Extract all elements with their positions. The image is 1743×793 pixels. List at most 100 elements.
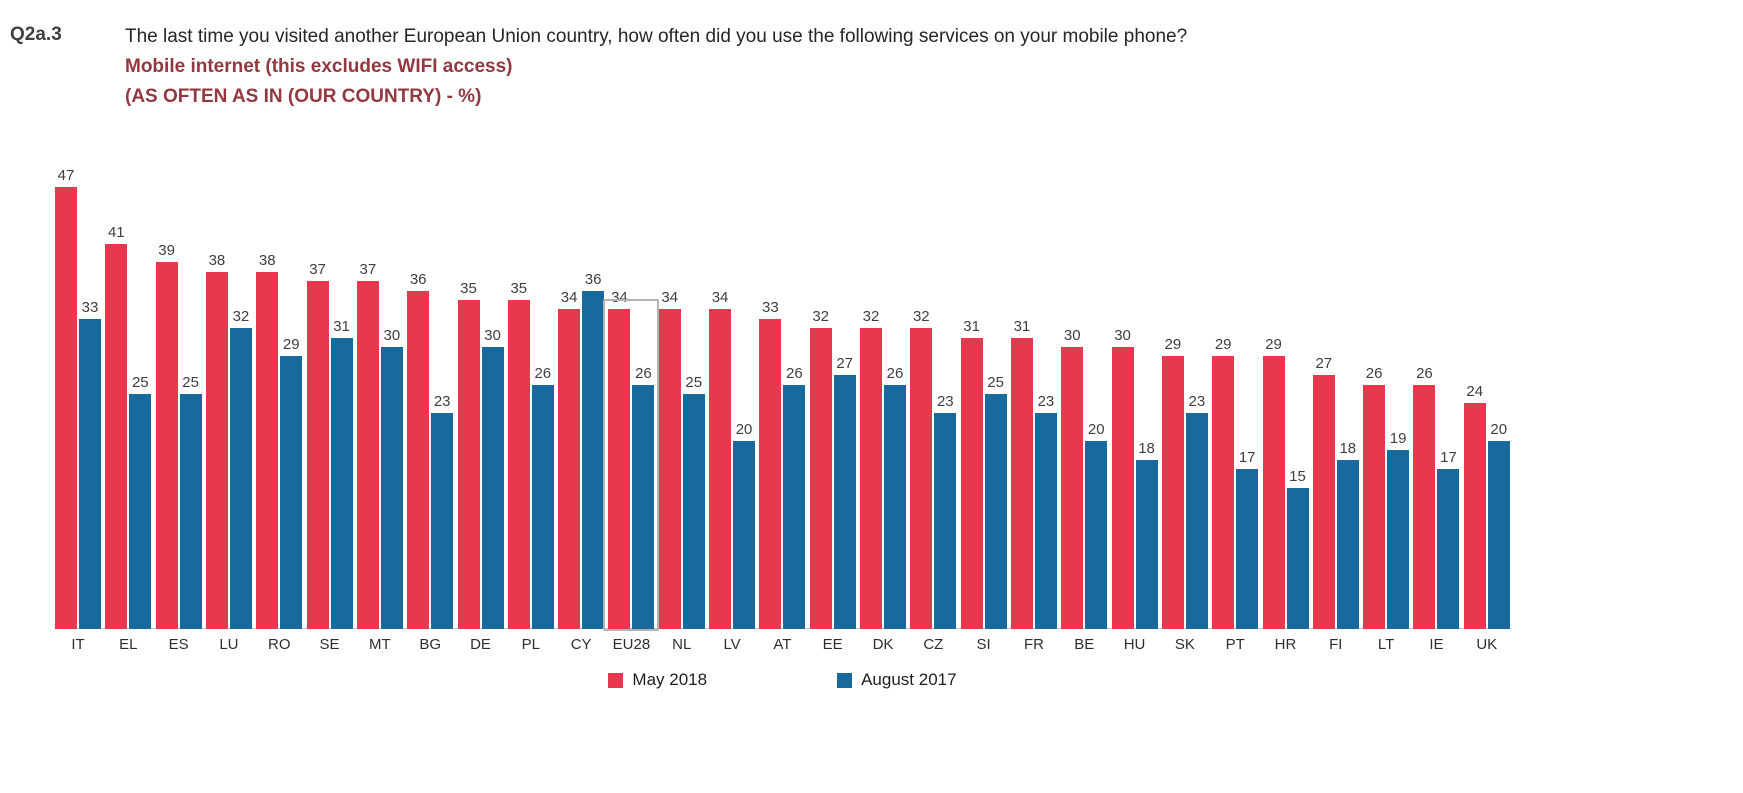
bar-lt-may-2018 bbox=[1363, 385, 1386, 629]
value-label-es-august-2017: 25 bbox=[182, 374, 199, 391]
bar-group-se: 37 31 SE bbox=[306, 261, 353, 654]
bar-group-ee: 32 27 EE bbox=[809, 308, 856, 654]
bar-eu28-may-2018 bbox=[608, 309, 631, 629]
bar-eu28-august-2017 bbox=[632, 385, 655, 629]
category-label-cz: CZ bbox=[923, 636, 944, 653]
value-label-be-august-2017: 20 bbox=[1087, 421, 1105, 438]
bar-sk-august-2017 bbox=[1185, 413, 1208, 629]
bar-group-si: 31 25 SI bbox=[960, 318, 1007, 654]
bar-pair-be: 30 20 bbox=[1061, 327, 1108, 629]
bar-pair-de: 35 30 bbox=[457, 280, 504, 629]
bar-group-sk: 29 23 SK bbox=[1161, 336, 1208, 654]
bar-group-ro: 38 29 RO bbox=[256, 252, 303, 654]
bar-ro-august-2017 bbox=[280, 356, 303, 629]
category-label-de: DE bbox=[470, 636, 491, 653]
legend-label-may-2018: May 2018 bbox=[632, 670, 708, 689]
bar-column: 33 bbox=[79, 299, 101, 629]
bar-group-ie: 26 17 IE bbox=[1413, 365, 1460, 654]
bar-column: 25 bbox=[179, 374, 202, 629]
bar-column: 30 bbox=[380, 327, 403, 629]
value-label-be-may-2018: 30 bbox=[1063, 327, 1081, 344]
value-label-lu-august-2017: 32 bbox=[232, 308, 250, 325]
bar-pair-si: 31 25 bbox=[960, 318, 1007, 629]
value-label-pl-august-2017: 26 bbox=[534, 365, 552, 382]
value-label-si-may-2018: 31 bbox=[963, 318, 980, 335]
bar-column: 23 bbox=[1034, 393, 1057, 629]
bar-pair-pt: 29 17 bbox=[1212, 336, 1259, 629]
bar-pt-august-2017 bbox=[1236, 469, 1259, 629]
bar-ie-may-2018 bbox=[1413, 385, 1436, 629]
category-label-pt: PT bbox=[1225, 636, 1245, 653]
bar-group-fi: 27 18 FI bbox=[1312, 355, 1359, 654]
bar-pair-mt: 37 30 bbox=[356, 261, 403, 629]
bar-si-august-2017 bbox=[984, 394, 1007, 629]
chart-legend: May 2018 August 2017 bbox=[55, 670, 1510, 690]
bar-pair-cy: 34 36 bbox=[558, 271, 605, 629]
bar-group-cy: 34 36 CY bbox=[558, 271, 605, 654]
bar-se-may-2018 bbox=[306, 281, 329, 629]
bar-be-august-2017 bbox=[1085, 441, 1108, 629]
value-label-hr-august-2017: 15 bbox=[1289, 468, 1306, 485]
bar-uk-may-2018 bbox=[1463, 403, 1486, 629]
bar-pair-ee: 32 27 bbox=[809, 308, 856, 629]
value-label-hu-may-2018: 30 bbox=[1114, 327, 1131, 344]
category-label-se: SE bbox=[319, 636, 340, 653]
category-label-hu: HU bbox=[1123, 636, 1146, 653]
category-label-lu: LU bbox=[219, 636, 239, 653]
bar-column: 18 bbox=[1135, 440, 1158, 629]
bar-column: 26 bbox=[884, 365, 906, 629]
category-label-fr: FR bbox=[1023, 636, 1044, 653]
value-label-de-august-2017: 30 bbox=[484, 327, 501, 344]
value-label-ro-may-2018: 38 bbox=[258, 252, 276, 269]
bar-column: 26 bbox=[531, 365, 554, 629]
bar-group-de: 35 30 DE bbox=[457, 280, 504, 654]
bar-column: 33 bbox=[759, 299, 782, 629]
bar-column: 25 bbox=[682, 374, 705, 629]
category-label-dk: DK bbox=[872, 636, 894, 653]
may-2018-swatch-icon bbox=[608, 672, 624, 688]
bar-hr-may-2018 bbox=[1262, 356, 1285, 629]
bar-se-august-2017 bbox=[330, 338, 353, 629]
category-label-ro: RO bbox=[268, 636, 291, 653]
bar-pair-lv: 34 20 bbox=[709, 289, 756, 629]
value-label-mt-may-2018: 37 bbox=[359, 261, 377, 278]
bar-column: 29 bbox=[1262, 336, 1285, 629]
bar-column: 41 bbox=[105, 224, 128, 629]
value-label-mt-august-2017: 30 bbox=[383, 327, 401, 344]
bar-cy-august-2017 bbox=[582, 291, 605, 629]
value-label-cz-august-2017: 23 bbox=[936, 393, 954, 410]
bar-pair-fr: 31 23 bbox=[1010, 318, 1057, 629]
value-label-ee-may-2018: 32 bbox=[812, 308, 830, 325]
bar-de-august-2017 bbox=[481, 347, 504, 629]
bar-cy-may-2018 bbox=[558, 309, 581, 629]
bar-lu-august-2017 bbox=[229, 328, 252, 629]
bar-group-lv: 34 20 LV bbox=[709, 289, 756, 654]
value-label-se-may-2018: 37 bbox=[309, 261, 326, 278]
bar-group-dk: 32 26 DK bbox=[860, 308, 906, 654]
legend-label-august-2017: August 2017 bbox=[861, 670, 957, 689]
bar-column: 29 bbox=[1212, 336, 1235, 629]
bar-column: 31 bbox=[960, 318, 983, 629]
august-2017-swatch-icon bbox=[837, 672, 853, 688]
bar-column: 32 bbox=[910, 308, 933, 629]
bar-nl-may-2018 bbox=[658, 309, 681, 629]
value-label-lv-august-2017: 20 bbox=[735, 421, 753, 438]
question-subtitle: Mobile internet (this excludes WIFI acce… bbox=[125, 56, 513, 77]
bar-es-may-2018 bbox=[155, 262, 178, 629]
bar-column: 34 bbox=[658, 289, 681, 629]
value-label-pt-may-2018: 29 bbox=[1214, 336, 1232, 353]
bar-column: 26 bbox=[783, 365, 806, 629]
bar-column: 26 bbox=[1413, 365, 1436, 629]
value-label-sk-may-2018: 29 bbox=[1164, 336, 1182, 353]
question-code: Q2a.3 bbox=[10, 24, 62, 45]
bar-column: 15 bbox=[1286, 468, 1309, 629]
bar-column: 30 bbox=[1061, 327, 1084, 629]
bar-pair-nl: 34 25 bbox=[658, 289, 705, 629]
bar-column: 29 bbox=[1161, 336, 1184, 629]
value-label-lu-may-2018: 38 bbox=[208, 252, 226, 269]
bar-pair-lu: 38 32 bbox=[205, 252, 252, 629]
value-label-pt-august-2017: 17 bbox=[1238, 449, 1256, 466]
category-label-cy: CY bbox=[570, 636, 592, 653]
bar-group-eu28: 34 26 EU28 bbox=[603, 289, 660, 654]
bar-column: 23 bbox=[1185, 393, 1208, 629]
